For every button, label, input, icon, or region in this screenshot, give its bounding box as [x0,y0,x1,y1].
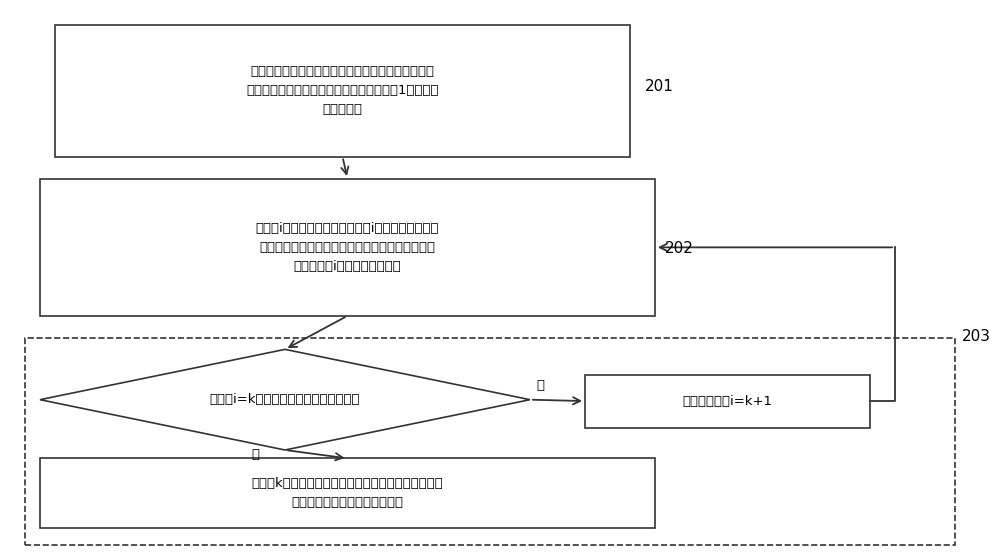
FancyBboxPatch shape [40,458,655,528]
Text: 201: 201 [645,79,674,94]
Text: 根据第i层卷积层输入数据进行第i次卷积运算，获得
特征图，对特征图的各个通道分别进行灰度对数计
算，获得第i层卷积层输出数据: 根据第i层卷积层输入数据进行第i次卷积运算，获得 特征图，对特征图的各个通道分别… [256,222,439,273]
Text: 获得第k层卷积层输出数据为提取的过热特征，按此时
的参数构建为卷积神经网络模型: 获得第k层卷积层输出数据为提取的过热特征，按此时 的参数构建为卷积神经网络模型 [252,477,443,509]
Text: 将训练样本集中的过热红外图像作为卷积神经网络的
输入数据，计算输入数据的灰度对数作为第1层卷积层
的输入数据: 将训练样本集中的过热红外图像作为卷积神经网络的 输入数据，计算输入数据的灰度对数… [246,65,439,116]
Text: 更新参数，令i=k+1: 更新参数，令i=k+1 [682,395,772,408]
Text: 否: 否 [536,379,544,392]
FancyBboxPatch shape [40,179,655,316]
Text: 203: 203 [962,329,991,344]
Text: 202: 202 [665,241,694,256]
FancyBboxPatch shape [55,25,630,157]
FancyBboxPatch shape [585,375,870,428]
Text: 是: 是 [251,448,259,461]
Polygon shape [40,349,530,450]
Text: 判断当i=k时评价函数是否满足阈值条件: 判断当i=k时评价函数是否满足阈值条件 [210,393,360,406]
